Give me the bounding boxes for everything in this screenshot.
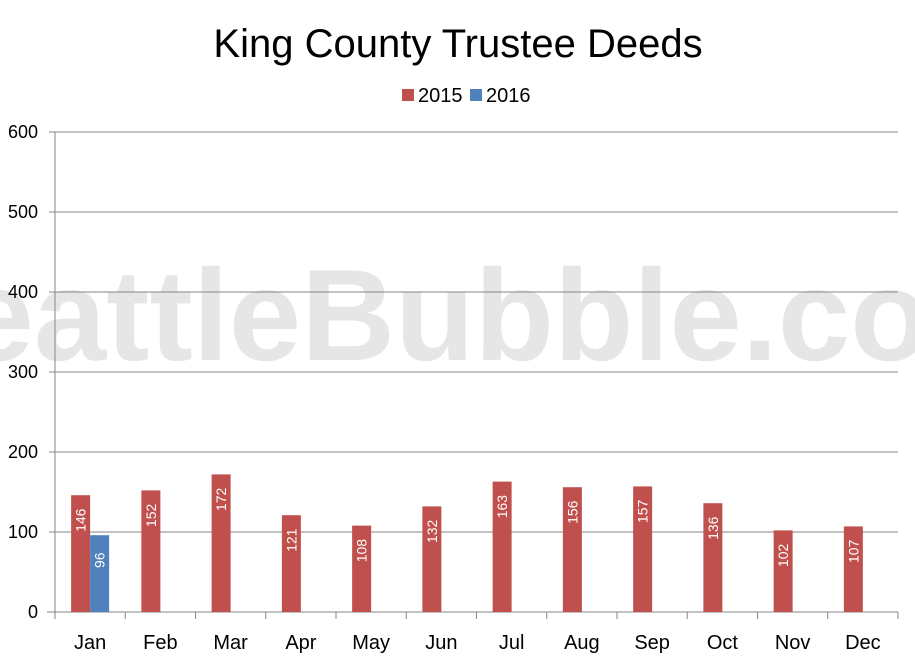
data-label: 172: [213, 488, 229, 512]
legend-label-2016: 2016: [486, 85, 531, 107]
data-label: 156: [564, 500, 580, 524]
data-label: 96: [92, 552, 108, 568]
y-tick-label: 0: [28, 602, 38, 622]
data-label: 163: [494, 495, 510, 519]
y-tick-label: 200: [8, 442, 38, 462]
bar-2015-Jul: [492, 481, 512, 612]
bar-2015-Mar: [211, 474, 231, 612]
data-label: 121: [283, 528, 299, 552]
bar-2015-Nov: [773, 530, 793, 612]
x-tick-label: Dec: [845, 632, 881, 654]
y-axis: 0 100 200 300 400 500 600: [8, 122, 56, 622]
data-label: 107: [845, 540, 861, 564]
bar-2015-May: [352, 525, 372, 612]
bar-2015-Aug: [562, 487, 582, 612]
chart-title: King County Trustee Deeds: [213, 22, 702, 66]
bar-2015-Oct: [703, 503, 723, 612]
watermark-text: SeattleBubble.com: [0, 242, 915, 388]
x-tick-label: May: [352, 632, 390, 654]
bar-2015-Apr: [281, 515, 301, 612]
x-tick-label: Nov: [775, 632, 811, 654]
bar-2016-Jan: [90, 535, 110, 612]
y-tick-label: 400: [8, 282, 38, 302]
x-tick-label: Sep: [634, 632, 670, 654]
legend: 2015 2016: [402, 85, 531, 107]
y-tick-label: 300: [8, 362, 38, 382]
bar-2015-Sep: [633, 486, 653, 612]
legend-label-2015: 2015: [418, 85, 463, 107]
bar-2015-Dec: [843, 526, 863, 612]
bar-2015-Feb: [141, 490, 161, 612]
bar-2015-Jun: [422, 506, 442, 612]
x-tick-label: Apr: [285, 632, 316, 654]
gridlines: [55, 131, 898, 533]
bar-2015-Jan: [71, 495, 91, 612]
y-tick-label: 600: [8, 122, 38, 142]
data-label: 132: [424, 520, 440, 544]
y-tick-label: 100: [8, 522, 38, 542]
y-tick-label: 500: [8, 202, 38, 222]
bars: 146 152 172 121 108 132 163 156 157 136 102 107 96: [71, 474, 863, 612]
x-tick-label: Jun: [425, 632, 457, 654]
x-axis: Jan Feb Mar Apr May Jun Jul Aug Sep Oct Nov Dec: [47, 611, 899, 654]
x-tick-label: Mar: [213, 632, 248, 654]
x-tick-label: Oct: [707, 632, 739, 654]
x-tick-label: Jul: [499, 632, 525, 654]
data-label: 157: [635, 500, 651, 524]
x-tick-label: Feb: [143, 632, 177, 654]
x-tick-label: Jan: [74, 632, 106, 654]
legend-swatch-2015: [402, 89, 414, 101]
data-label: 136: [705, 516, 721, 540]
data-label: 108: [354, 539, 370, 563]
legend-swatch-2016: [470, 89, 482, 101]
x-tick-label: Aug: [564, 632, 600, 654]
data-label: 102: [775, 544, 791, 568]
data-label: 152: [143, 504, 159, 528]
data-label: 146: [73, 508, 89, 532]
